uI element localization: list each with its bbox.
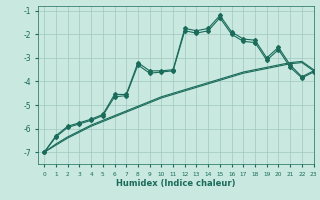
X-axis label: Humidex (Indice chaleur): Humidex (Indice chaleur) <box>116 179 236 188</box>
